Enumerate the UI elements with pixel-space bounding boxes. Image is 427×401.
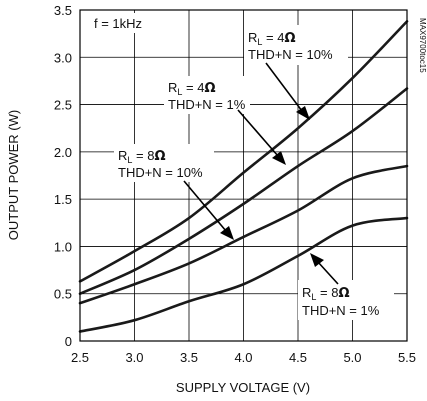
annotation-rl4-thd1: RL = 4Ω THD+N = 1% (164, 76, 286, 165)
annotation-rl4-thd10: RL = 4Ω THD+N = 10% (244, 25, 348, 120)
annotation-rl4-thd10-thd: THD+N = 10% (248, 47, 333, 62)
y-tick-label: 2.0 (54, 145, 72, 160)
annotation-rl8-thd10: RL = 8Ω THD+N = 10% (114, 144, 234, 240)
annotation-rl4-thd1-thd: THD+N = 1% (168, 97, 246, 112)
tick-label-layer: 2.5 3.0 3.5 4.0 4.5 5.0 5.5 0 0.5 1.0 1.5 2.0 2.5 3.0… (54, 3, 416, 365)
y-axis-title: OUTPUT POWER (W) (6, 110, 21, 240)
condition-label-bg (90, 13, 152, 33)
y-tick-label: 1.5 (54, 192, 72, 207)
series-layer (78, 20, 409, 333)
x-tick-label: 4.0 (234, 350, 252, 365)
y-tick-label: 2.5 (54, 98, 72, 113)
x-tick-label: 4.5 (289, 350, 307, 365)
y-tick-label: 3.5 (54, 3, 72, 18)
annotation-rl8-thd10-rl: RL = 8Ω (118, 148, 166, 165)
y-tick-label: 1.0 (54, 239, 72, 254)
x-tick-label: 3.0 (125, 350, 143, 365)
y-tick-label: 0.5 (54, 287, 72, 302)
series-line-rl8-thd1 (78, 216, 409, 333)
annotation-rl8-thd1: RL = 8Ω THD+N = 1% (298, 253, 394, 320)
annotation-rl8-thd1-rl: RL = 8Ω (302, 285, 350, 302)
series-line-rl4-thd10 (78, 20, 409, 283)
x-tick-label: 3.5 (180, 350, 198, 365)
annotation-rl4-thd1-rl: RL = 4Ω (168, 80, 216, 97)
x-tick-label: 5.5 (398, 350, 416, 365)
x-axis-title: SUPPLY VOLTAGE (V) (176, 380, 310, 395)
annotation-rl4-thd10-rl: RL = 4Ω (248, 30, 296, 47)
annotation-rl8-thd1-thd: THD+N = 1% (302, 303, 380, 318)
watermark: MAX9700toc15 (418, 18, 427, 73)
plot-frame (79, 9, 408, 342)
y-tick-label: 0 (65, 334, 72, 349)
annotation-rl8-thd10-thd: THD+N = 10% (118, 165, 203, 180)
x-tick-label: 2.5 (71, 350, 89, 365)
condition-label: f = 1kHz (94, 16, 142, 31)
y-tick-label: 3.0 (54, 50, 72, 65)
series-line-rl8-thd10 (78, 164, 409, 305)
series-line-rl4-thd1 (78, 87, 409, 296)
x-tick-label: 5.0 (343, 350, 361, 365)
